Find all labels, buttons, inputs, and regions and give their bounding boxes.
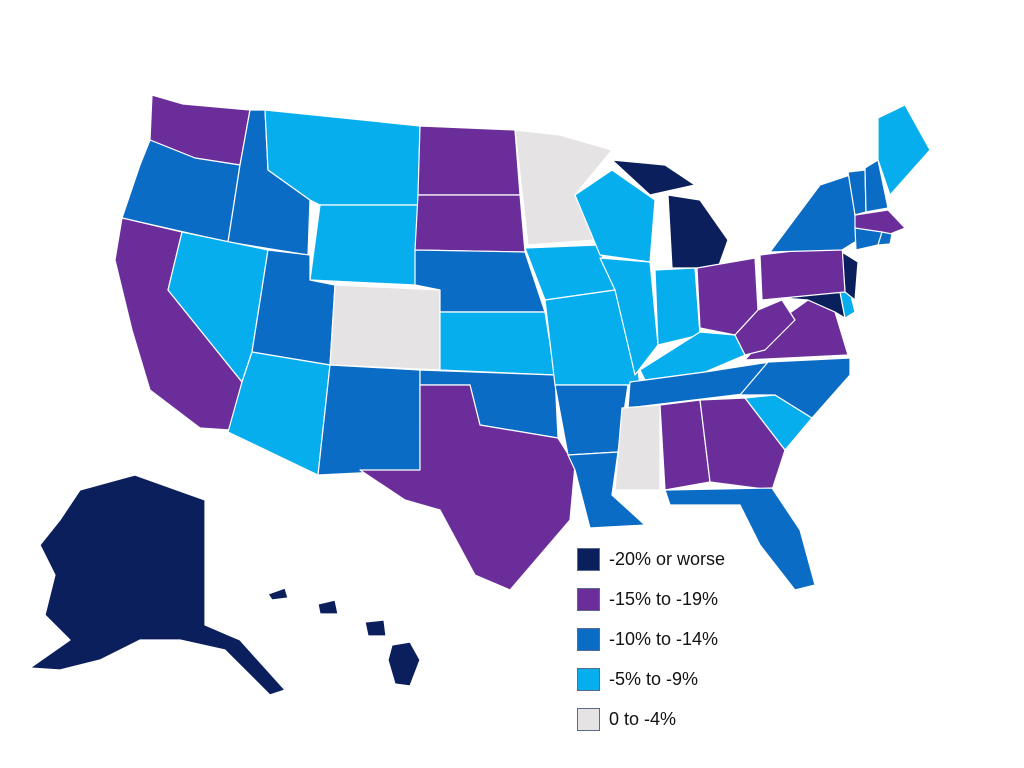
state-in[interactable] [654, 267, 701, 346]
legend-swatch [577, 587, 600, 611]
state-wi[interactable] [574, 169, 656, 263]
legend-swatch [577, 547, 600, 571]
legend-item: 0 to -4% [577, 706, 777, 732]
legend: -20% or worse -15% to -19% -10% to -14% … [577, 546, 777, 746]
legend-swatch [577, 707, 600, 731]
state-ar[interactable] [554, 384, 629, 456]
legend-item: -10% to -14% [577, 626, 777, 652]
state-ms[interactable] [614, 404, 661, 491]
state-tx[interactable] [359, 384, 576, 591]
state-sd[interactable] [414, 194, 526, 253]
legend-label: -20% or worse [609, 548, 726, 569]
state-nh[interactable] [864, 159, 889, 213]
state-nc[interactable] [739, 357, 851, 419]
state-nm[interactable] [317, 364, 421, 476]
state-ak[interactable] [29, 474, 286, 696]
state-pa[interactable] [759, 244, 846, 301]
state-fl[interactable] [664, 487, 816, 591]
legend-item: -15% to -19% [577, 586, 777, 612]
state-ct[interactable] [854, 227, 883, 251]
state-ks[interactable] [439, 311, 556, 376]
legend-swatch [577, 627, 600, 651]
state-ri[interactable] [877, 231, 893, 246]
state-me[interactable] [877, 104, 931, 196]
legend-label: -15% to -19% [609, 588, 719, 609]
state-hi[interactable] [267, 587, 421, 687]
state-mi[interactable] [611, 159, 729, 269]
state-ga[interactable] [699, 397, 786, 491]
legend-label: -5% to -9% [609, 668, 699, 689]
legend-item: -5% to -9% [577, 666, 777, 692]
state-ny[interactable] [769, 174, 859, 253]
state-nd[interactable] [417, 125, 521, 196]
legend-label: 0 to -4% [609, 708, 677, 729]
legend-item: -20% or worse [577, 546, 777, 572]
legend-label: -10% to -14% [609, 628, 719, 649]
state-az[interactable] [227, 351, 331, 476]
state-co[interactable] [329, 284, 441, 371]
state-wy[interactable] [309, 204, 419, 286]
state-il[interactable] [599, 257, 659, 376]
state-wv[interactable] [734, 299, 796, 356]
legend-swatch [577, 667, 600, 691]
